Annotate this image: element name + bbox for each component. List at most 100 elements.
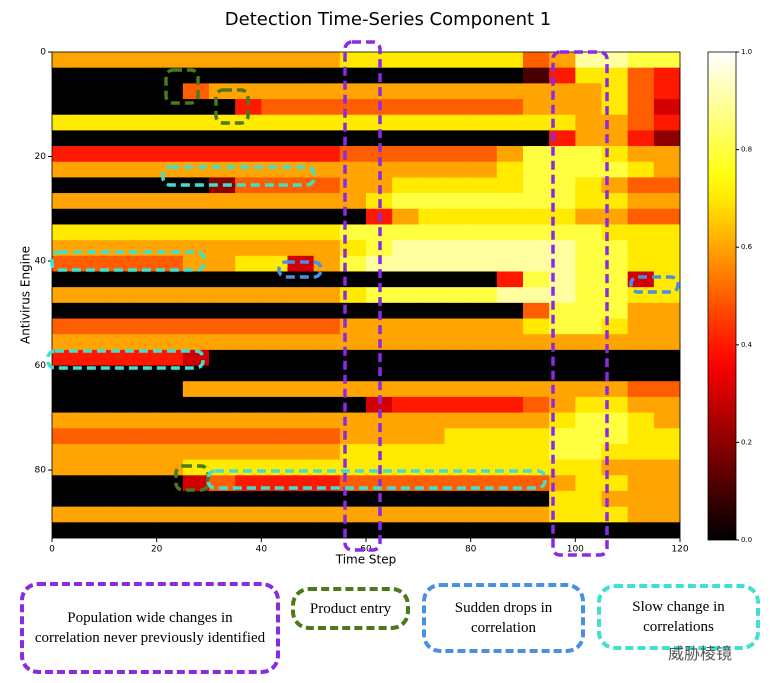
heat-cell (182, 475, 210, 492)
heat-cell (418, 161, 445, 178)
heat-cell (549, 99, 576, 116)
heat-cell (496, 255, 524, 272)
heat-cell (261, 412, 288, 429)
heat-cell (653, 130, 681, 147)
heat-cell (78, 240, 105, 257)
heat-cell (418, 349, 445, 366)
heat-cell (209, 396, 236, 413)
annotation-box (46, 349, 205, 370)
heat-cell (627, 271, 655, 288)
heat-cell (130, 161, 157, 178)
heat-cell (549, 428, 576, 445)
heat-cell (444, 52, 471, 68)
heat-cell (130, 490, 157, 507)
heat-cell (104, 130, 131, 147)
heat-cell (549, 365, 576, 382)
heat-cell (496, 396, 524, 413)
heat-cell (653, 490, 681, 507)
heat-cell (104, 302, 131, 319)
heat-cell (523, 240, 550, 257)
heat-cell (627, 459, 655, 476)
heat-cell (182, 522, 210, 539)
heat-cell (235, 67, 262, 84)
heat-cell (130, 381, 157, 398)
heat-cell (287, 396, 314, 413)
heat-cell (156, 490, 184, 507)
heat-cell (52, 412, 79, 429)
heat-cell (470, 506, 498, 523)
heat-cell (78, 412, 105, 429)
heat-cell (182, 443, 210, 460)
heat-cell (287, 161, 314, 178)
heat-cell (418, 130, 445, 147)
heat-cell (549, 318, 576, 335)
heat-cell (130, 475, 157, 492)
heat-cell (418, 287, 445, 304)
heat-cell (470, 490, 498, 507)
heat-cell (627, 255, 655, 272)
heat-cell (627, 506, 655, 523)
heat-cell (470, 67, 498, 84)
heat-cell (496, 161, 524, 178)
heat-cell (418, 193, 445, 210)
heat-cell (627, 381, 655, 398)
heat-cell (78, 475, 105, 492)
heat-cell (549, 412, 576, 429)
heat-cell (444, 506, 471, 523)
heat-cell (496, 224, 524, 241)
colorbar-tick-label: 0.8 (741, 146, 752, 154)
heat-cell (627, 146, 655, 163)
heat-cell (575, 381, 602, 398)
heat-cell (156, 255, 184, 272)
heat-cell (209, 224, 236, 241)
heat-cell (627, 318, 655, 335)
heat-cell (130, 67, 157, 84)
heat-cell (209, 161, 236, 178)
heat-cell (313, 522, 341, 539)
heat-cell (653, 287, 681, 304)
heat-cell (52, 287, 79, 304)
heat-cell (392, 177, 419, 194)
heat-cell (235, 193, 262, 210)
heat-cell (549, 475, 576, 492)
heat-cell (653, 318, 681, 335)
heat-cell (418, 99, 445, 116)
heat-cell (130, 334, 157, 351)
heat-cell (496, 99, 524, 116)
heat-cell (418, 459, 445, 476)
heat-cell (156, 146, 184, 163)
heat-cell (52, 522, 79, 539)
heat-cell (470, 349, 498, 366)
heat-cell (523, 130, 550, 147)
heat-cell (575, 193, 602, 210)
heat-cell (653, 365, 681, 382)
heat-cell (78, 99, 105, 116)
watermark: 威胁棱镜 (668, 644, 733, 663)
heat-cell (392, 381, 419, 398)
heat-cell (444, 522, 471, 539)
heat-cell (182, 490, 210, 507)
heat-cell (209, 193, 236, 210)
heat-cell (78, 443, 105, 460)
heat-cell (627, 240, 655, 257)
heat-cell (470, 146, 498, 163)
heat-cell (104, 146, 131, 163)
heat-cell (627, 349, 655, 366)
heat-cell (287, 224, 314, 241)
heat-cell (470, 240, 498, 257)
heat-cell (418, 365, 445, 382)
x-axis-label: Time Step (335, 553, 397, 567)
heat-cell (235, 334, 262, 351)
heat-cell (418, 318, 445, 335)
heat-cell (496, 83, 524, 100)
heat-cell (104, 114, 131, 131)
heat-cell (209, 412, 236, 429)
heat-cell (575, 412, 602, 429)
annotation-box (629, 275, 680, 294)
heat-cell (104, 177, 131, 194)
heat-cell (418, 396, 445, 413)
heat-cell (78, 161, 105, 178)
heat-cell (104, 334, 131, 351)
heat-cell (470, 208, 498, 225)
heat-cell (575, 475, 602, 492)
